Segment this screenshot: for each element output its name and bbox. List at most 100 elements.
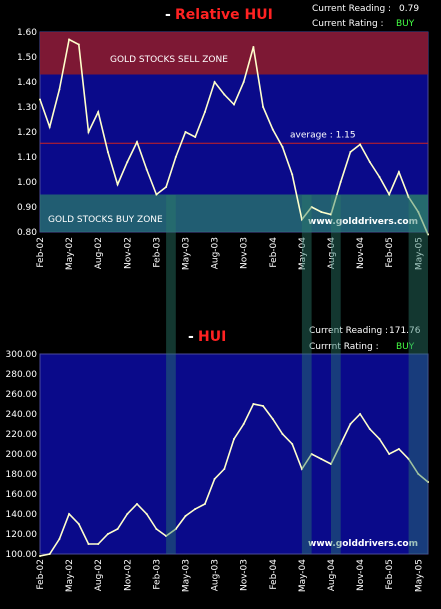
x-tick-label: Feb-03 <box>152 559 162 590</box>
data-point <box>242 81 245 83</box>
current-reading-label: Current Reading : <box>312 4 391 14</box>
x-tick-label: Nov-03 <box>240 559 250 591</box>
data-point <box>300 468 303 470</box>
x-tick-label: Feb-02 <box>36 237 46 268</box>
x-tick-label: May-03 <box>182 559 192 592</box>
data-point <box>77 43 80 46</box>
data-point <box>97 543 100 545</box>
data-point <box>58 538 61 540</box>
y-tick-label: 200.00 <box>6 450 38 460</box>
data-point <box>194 508 197 510</box>
current-rating-label: Current Rating : <box>312 19 384 29</box>
y-tick-label: 1.50 <box>17 53 37 63</box>
current-reading-value: 171.76 <box>389 326 421 336</box>
x-tick-label: Aug-04 <box>327 559 337 592</box>
sell-zone-label: GOLD STOCKS SELL ZONE <box>110 55 228 65</box>
y-tick-label: 260.00 <box>6 390 38 400</box>
data-point <box>126 513 129 515</box>
y-tick-label: 1.60 <box>17 28 37 38</box>
data-point <box>242 423 245 425</box>
data-point <box>427 233 429 236</box>
data-point <box>48 126 51 128</box>
data-point <box>48 553 51 555</box>
data-point <box>271 128 274 131</box>
data-point <box>349 423 352 425</box>
x-tick-label: Feb-03 <box>152 237 162 268</box>
data-point <box>145 168 148 171</box>
data-point <box>320 211 323 213</box>
x-tick-label: May-03 <box>182 237 192 270</box>
x-tick-label: Feb-05 <box>385 559 395 590</box>
data-point <box>184 131 187 133</box>
y-tick-label: 300.00 <box>6 350 38 360</box>
data-point <box>126 161 129 163</box>
data-point <box>417 473 420 475</box>
x-tick-label: Nov-02 <box>123 237 133 269</box>
data-point <box>320 458 323 460</box>
current-reading-value: 0.79 <box>399 4 419 14</box>
data-point <box>291 443 294 445</box>
buy-zone-label: GOLD STOCKS BUY ZONE <box>48 215 163 225</box>
chart-1: GOLD STOCKS SELL ZONE GOLD STOCKS BUY ZON… <box>17 4 429 270</box>
buy-period-highlight <box>331 195 341 554</box>
data-point <box>310 453 313 455</box>
data-point <box>252 403 255 405</box>
current-rating-value: BUY <box>396 342 415 352</box>
plot-area <box>39 353 429 555</box>
y-tick-label: 1.10 <box>17 153 37 163</box>
data-point <box>106 533 109 535</box>
data-point <box>106 151 109 153</box>
x-tick-label: May-02 <box>65 559 75 592</box>
data-point <box>116 528 119 530</box>
data-point <box>203 503 206 505</box>
data-point <box>407 196 410 198</box>
data-point <box>136 503 138 505</box>
y-tick-label: 1.20 <box>17 128 37 138</box>
data-point <box>427 481 429 483</box>
y-tick-label: 240.00 <box>6 410 38 420</box>
data-point <box>397 448 400 450</box>
y-tick-label: 140.00 <box>6 510 38 520</box>
x-tick-label: Nov-03 <box>240 237 250 269</box>
chart-title: HUI <box>198 329 226 345</box>
data-point <box>116 183 119 186</box>
data-point <box>388 453 391 455</box>
data-point <box>58 88 61 91</box>
data-point <box>330 463 332 465</box>
data-point <box>271 418 274 420</box>
data-point <box>223 93 226 96</box>
data-point <box>184 515 187 517</box>
buy-period-highlight <box>408 195 428 554</box>
data-point <box>165 535 168 537</box>
data-point <box>155 528 158 530</box>
chart-title-dash: - <box>165 7 171 23</box>
data-point <box>368 161 371 163</box>
y-tick-label: 280.00 <box>6 370 38 380</box>
buy-period-highlight <box>301 195 312 554</box>
y-tick-label: 120.00 <box>6 530 38 540</box>
buy-period-highlight <box>166 195 176 554</box>
x-tick-label: Nov-04 <box>356 237 366 269</box>
data-point <box>330 213 332 216</box>
data-point <box>388 193 391 196</box>
y-tick-label: 1.30 <box>17 103 37 113</box>
data-point <box>339 181 342 183</box>
data-point <box>397 171 400 173</box>
x-tick-label: Feb-05 <box>385 237 395 268</box>
data-point <box>339 443 342 445</box>
x-tick-label: May-04 <box>298 237 308 270</box>
x-tick-label: May-05 <box>414 559 424 592</box>
y-tick-label: 220.00 <box>6 430 38 440</box>
y-tick-label: 1.40 <box>17 78 37 88</box>
y-tick-label: 0.90 <box>17 203 37 213</box>
data-point <box>233 103 235 106</box>
data-point <box>252 46 255 48</box>
data-point <box>39 555 41 557</box>
sell-zone-band <box>40 32 428 75</box>
watermark: www.golddrivers.com <box>308 539 418 549</box>
data-point <box>359 413 362 415</box>
data-point <box>165 186 168 188</box>
data-point <box>155 193 158 196</box>
x-tick-label: May-05 <box>414 237 424 270</box>
